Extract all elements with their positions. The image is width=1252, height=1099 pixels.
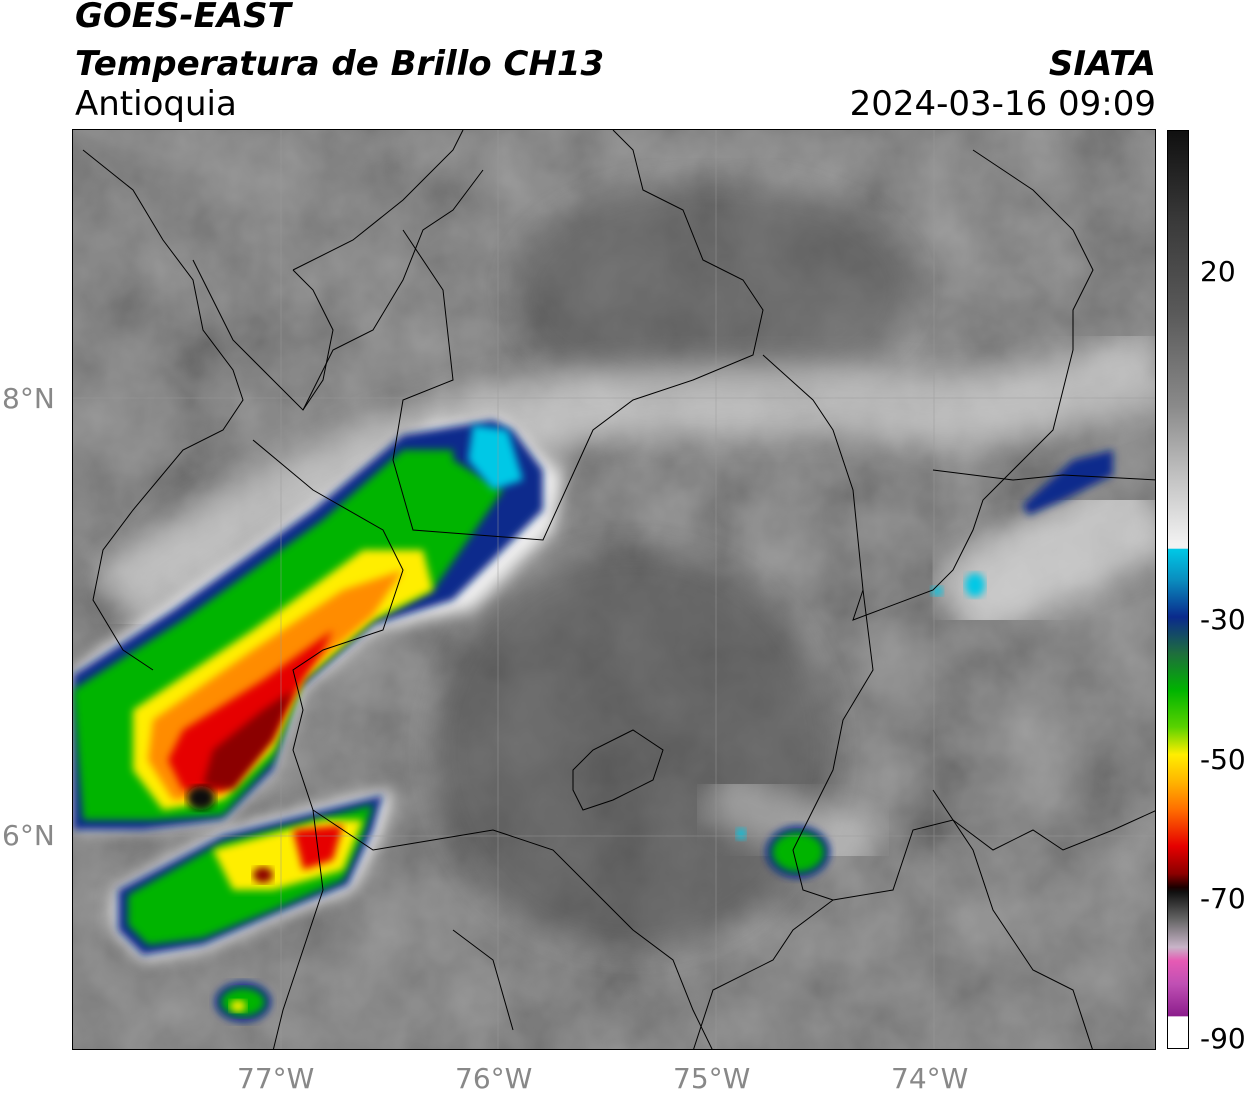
satellite-map [72, 129, 1156, 1050]
colorbar-tick-minus50: -50 [1200, 743, 1246, 776]
lat-tick-8n: 8°N [2, 382, 55, 415]
colorbar-tick-minus30: -30 [1200, 603, 1246, 636]
small-cell [965, 573, 985, 597]
colorbar-tick-20: 20 [1200, 255, 1236, 288]
small-cell-core [230, 1000, 246, 1012]
cirrus-band [699, 763, 881, 880]
colorbar-tick-minus70: -70 [1200, 882, 1246, 915]
northeast-cell [1023, 450, 1113, 515]
lon-tick-76w: 76°W [455, 1062, 533, 1095]
organization-label: SIATA [1048, 44, 1156, 84]
lon-tick-77w: 77°W [237, 1062, 315, 1095]
boundaries [82, 130, 1155, 1049]
dark-region [513, 180, 913, 400]
east-cell-core [772, 832, 824, 872]
colorbar [1167, 130, 1189, 1049]
south-convective-cell [113, 790, 393, 960]
region-title: Antioquia [75, 84, 237, 124]
colorbar-tick-minus90: -90 [1200, 1022, 1246, 1055]
product-title: Temperatura de Brillo CH13 [75, 44, 605, 84]
lat-tick-6n: 6°N [2, 819, 55, 852]
small-cell [736, 828, 746, 840]
lon-tick-74w: 74°W [891, 1062, 969, 1095]
lon-tick-75w: 75°W [673, 1062, 751, 1095]
satellite-title: GOES-EAST [75, 0, 291, 36]
main-convective-system [73, 420, 563, 830]
graticule [73, 130, 1155, 1049]
timestamp-label: 2024-03-16 09:09 [849, 84, 1156, 124]
dark-region [433, 550, 833, 950]
cirrus-band [92, 328, 1155, 629]
small-cell [931, 586, 943, 596]
